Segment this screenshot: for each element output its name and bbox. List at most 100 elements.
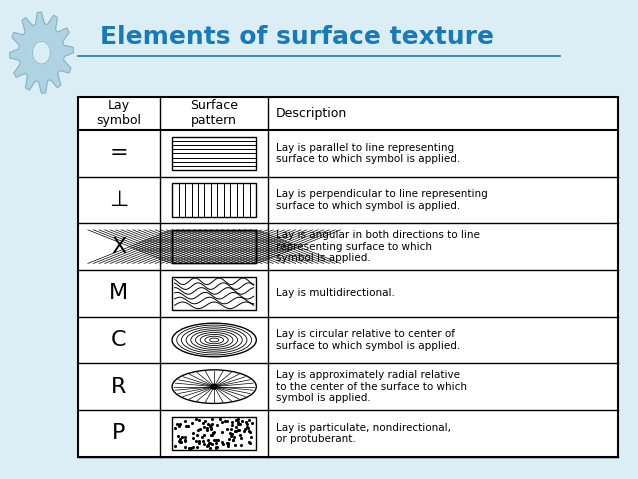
Point bbox=[195, 425, 205, 433]
Point bbox=[223, 439, 234, 447]
Bar bbox=[172, 183, 256, 217]
Point bbox=[215, 415, 225, 422]
Point bbox=[197, 433, 207, 441]
Bar bbox=[172, 137, 256, 170]
Point bbox=[232, 426, 242, 434]
Point bbox=[206, 424, 216, 432]
Point bbox=[241, 418, 251, 426]
Point bbox=[180, 437, 190, 445]
Point bbox=[197, 420, 207, 427]
Point bbox=[206, 431, 216, 439]
Point bbox=[234, 427, 244, 434]
Point bbox=[175, 438, 185, 446]
Point bbox=[174, 437, 184, 445]
Point bbox=[198, 437, 208, 445]
Point bbox=[186, 444, 196, 451]
Text: Lay is angular in both directions to line
representing surface to which
symbol i: Lay is angular in both directions to lin… bbox=[276, 230, 480, 263]
Point bbox=[198, 440, 209, 448]
Bar bbox=[172, 230, 256, 263]
Ellipse shape bbox=[172, 370, 256, 403]
Point bbox=[239, 427, 249, 434]
Point bbox=[211, 439, 221, 446]
Text: Description: Description bbox=[276, 107, 347, 120]
Point bbox=[244, 427, 255, 435]
Point bbox=[203, 420, 213, 428]
Bar bbox=[172, 276, 256, 310]
Point bbox=[236, 434, 246, 442]
Bar bbox=[172, 230, 256, 263]
Text: P: P bbox=[112, 423, 126, 444]
Point bbox=[207, 420, 217, 427]
Bar bbox=[172, 417, 256, 450]
Text: C: C bbox=[111, 330, 127, 350]
Point bbox=[233, 420, 243, 428]
Text: Lay is parallel to line representing
surface to which symbol is applied.: Lay is parallel to line representing sur… bbox=[276, 143, 460, 164]
Point bbox=[174, 422, 184, 430]
Point bbox=[227, 431, 237, 438]
Point bbox=[209, 436, 219, 444]
Ellipse shape bbox=[172, 323, 256, 357]
Point bbox=[217, 418, 227, 425]
Polygon shape bbox=[10, 12, 73, 93]
Text: Elements of surface texture: Elements of surface texture bbox=[100, 25, 494, 49]
Point bbox=[177, 433, 187, 441]
Point bbox=[221, 417, 232, 424]
Point bbox=[209, 429, 219, 436]
Circle shape bbox=[211, 384, 218, 389]
Point bbox=[205, 422, 215, 430]
Point bbox=[194, 440, 204, 447]
Point bbox=[191, 415, 201, 423]
Point bbox=[231, 427, 241, 435]
Point bbox=[188, 444, 198, 451]
Point bbox=[207, 440, 217, 447]
Point bbox=[237, 417, 247, 425]
Point bbox=[200, 417, 210, 425]
Point bbox=[206, 426, 216, 433]
Point bbox=[226, 425, 237, 433]
Point bbox=[241, 420, 251, 428]
Point bbox=[175, 435, 185, 443]
Point bbox=[219, 417, 230, 425]
Point bbox=[240, 425, 250, 433]
Point bbox=[170, 424, 181, 432]
Point bbox=[223, 435, 234, 443]
Point bbox=[175, 438, 186, 445]
Point bbox=[236, 441, 246, 449]
Point bbox=[191, 443, 202, 451]
Point bbox=[226, 419, 237, 426]
Point bbox=[230, 441, 240, 449]
Point bbox=[243, 424, 253, 432]
Point bbox=[184, 444, 194, 451]
Point bbox=[211, 444, 221, 451]
Point bbox=[205, 439, 216, 447]
Point bbox=[221, 426, 232, 433]
Point bbox=[221, 439, 232, 446]
Point bbox=[245, 428, 255, 436]
Point bbox=[203, 436, 213, 444]
Point bbox=[218, 440, 228, 448]
Point bbox=[228, 436, 239, 444]
Bar bbox=[78, 97, 618, 456]
Point bbox=[246, 433, 256, 441]
Point bbox=[213, 436, 223, 444]
Text: ⊥: ⊥ bbox=[109, 190, 129, 210]
Text: Lay is approximately radial relative
to the center of the surface to which
symbo: Lay is approximately radial relative to … bbox=[276, 370, 467, 403]
Point bbox=[180, 443, 190, 451]
Point bbox=[181, 422, 191, 429]
Polygon shape bbox=[33, 41, 50, 64]
Point bbox=[226, 432, 236, 440]
Point bbox=[191, 437, 202, 445]
Text: X: X bbox=[111, 237, 126, 257]
Point bbox=[230, 427, 241, 434]
Point bbox=[235, 431, 245, 439]
Point bbox=[233, 418, 243, 426]
Text: M: M bbox=[109, 283, 128, 303]
Point bbox=[212, 421, 223, 429]
Point bbox=[195, 416, 205, 424]
Point bbox=[205, 444, 216, 452]
Text: Lay is particulate, nondirectional,
or protuberant.: Lay is particulate, nondirectional, or p… bbox=[276, 422, 451, 444]
Point bbox=[231, 416, 241, 424]
Point bbox=[212, 444, 222, 451]
Point bbox=[180, 433, 190, 441]
Point bbox=[229, 433, 239, 441]
